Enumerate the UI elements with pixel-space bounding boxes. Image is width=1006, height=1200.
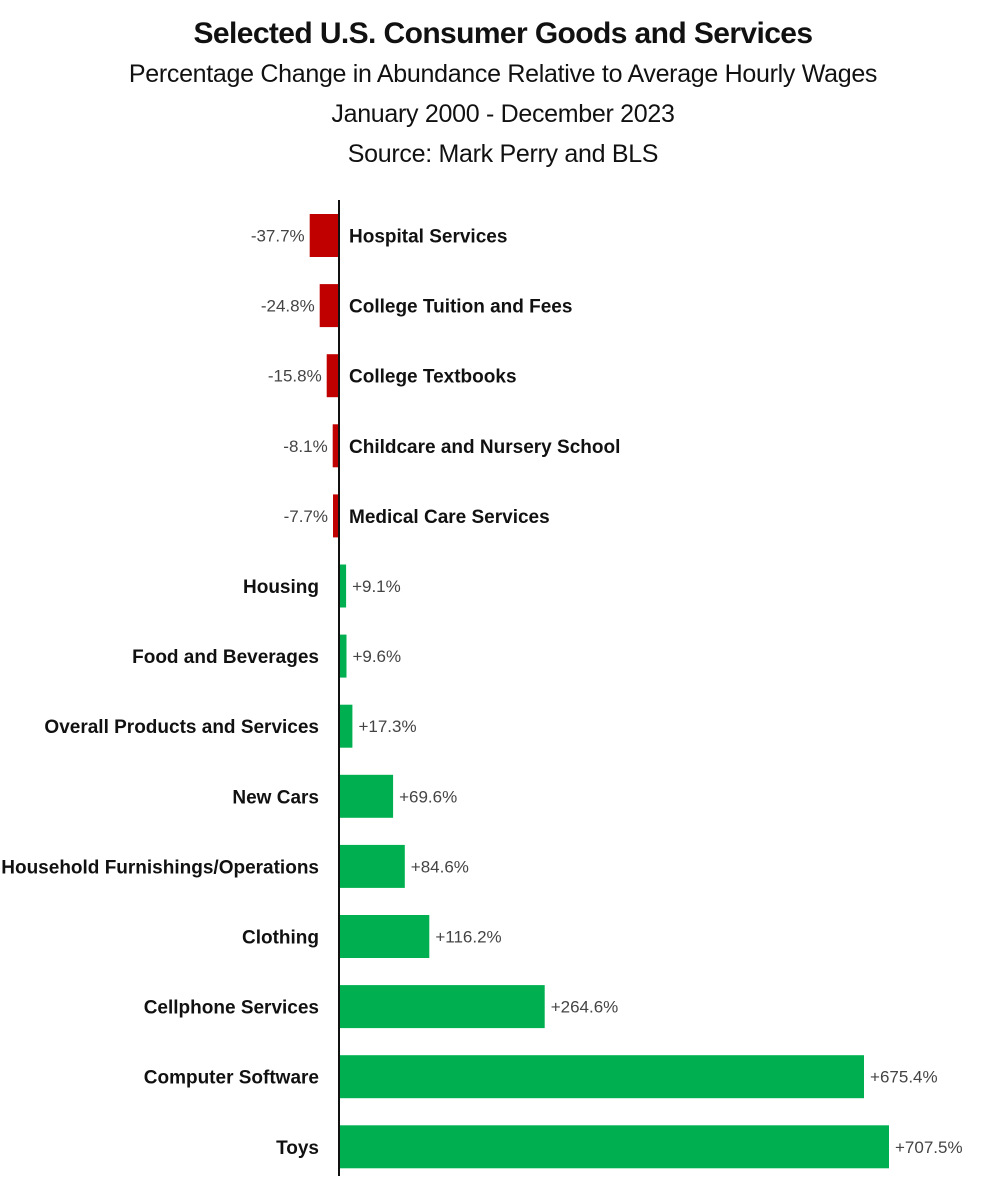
- chart-title: Selected U.S. Consumer Goods and Service…: [193, 17, 814, 50]
- category-label: Clothing: [242, 928, 319, 949]
- bar-college-tuition-and-fees: [319, 284, 339, 328]
- chart-header: Selected U.S. Consumer Goods and Service…: [0, 14, 1006, 174]
- chart-subtitle-line-1: Percentage Change in Abundance Relative …: [128, 60, 878, 88]
- bar-medical-care-services: [333, 494, 339, 538]
- category-label: Hospital Services: [349, 227, 507, 248]
- value-label: -24.8%: [261, 297, 315, 316]
- category-label: Childcare and Nursery School: [349, 437, 620, 458]
- value-label: -7.7%: [284, 507, 328, 526]
- value-label: -15.8%: [268, 367, 322, 386]
- bar-cellphone-services: [339, 985, 545, 1029]
- bar-housing: [339, 564, 347, 608]
- chart-subtitle-line-3: Source: Mark Perry and BLS: [347, 140, 659, 168]
- bar-computer-software: [339, 1055, 864, 1099]
- value-label: +707.5%: [895, 1138, 963, 1157]
- value-label: +69.6%: [399, 787, 457, 806]
- category-label: Housing: [243, 577, 319, 598]
- category-label: Household Furnishings/Operations: [1, 857, 319, 878]
- category-label: Computer Software: [144, 1068, 319, 1089]
- bar-childcare-and-nursery-school: [332, 424, 339, 468]
- bar-college-textbooks: [326, 354, 339, 398]
- bar-toys: [339, 1125, 889, 1169]
- value-label: -8.1%: [283, 437, 327, 456]
- chart-subtitle-line-2: January 2000 - December 2023: [331, 100, 675, 128]
- value-label: +264.6%: [551, 998, 619, 1017]
- value-label: +116.2%: [435, 928, 501, 947]
- category-label: Cellphone Services: [144, 998, 319, 1019]
- category-label: Food and Beverages: [132, 647, 319, 668]
- bar-hospital-services: [309, 214, 339, 257]
- category-label: College Tuition and Fees: [349, 297, 572, 318]
- category-label: Toys: [276, 1138, 319, 1159]
- value-label: +9.6%: [352, 647, 401, 666]
- bar-clothing: [339, 915, 430, 958]
- category-label: Medical Care Services: [349, 507, 550, 528]
- category-label: Overall Products and Services: [44, 717, 319, 738]
- value-label: +17.3%: [358, 717, 416, 736]
- bar-overall-products-and-services: [339, 704, 353, 748]
- value-label: +9.1%: [352, 577, 401, 596]
- bar-food-and-beverages: [339, 634, 347, 678]
- value-label: -37.7%: [251, 227, 305, 246]
- bar-household-furnishings-operations: [339, 844, 405, 888]
- bar-new-cars: [339, 774, 394, 818]
- category-label: New Cars: [232, 787, 319, 808]
- category-label: College Textbooks: [349, 367, 517, 388]
- value-label: +675.4%: [870, 1068, 938, 1087]
- value-label: +84.6%: [411, 857, 469, 876]
